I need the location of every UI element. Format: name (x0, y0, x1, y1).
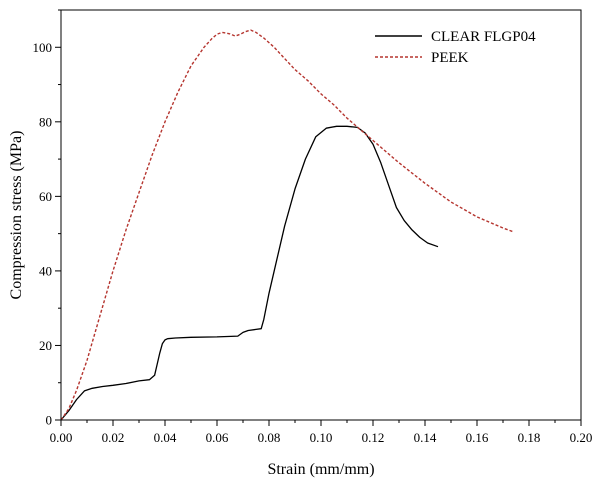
y-tick-label: 0 (46, 413, 53, 428)
x-tick-label: 0.10 (310, 430, 333, 445)
series-line-peek (60, 29, 514, 421)
legend: CLEAR FLGP04 PEEK (375, 29, 536, 66)
x-tick-label: 0.20 (570, 430, 593, 445)
ticks-layer: 0.00 0.02 0.04 0.06 0.08 0.10 0.12 0.14 0.16 0.18… (33, 9, 593, 445)
series-layer (60, 29, 514, 421)
x-tick-label: 0.06 (206, 430, 229, 445)
y-axis-title: Compression stress (MPa) (8, 131, 25, 300)
series-line-clear-flgp04 (60, 125, 439, 421)
y-tick-label: 40 (39, 263, 52, 278)
y-tick-label: 20 (39, 338, 52, 353)
y-tick-label: 80 (39, 114, 52, 129)
y-tick-label: 60 (39, 189, 52, 204)
x-tick-label: 0.16 (466, 430, 489, 445)
y-tick-label: 100 (33, 40, 53, 55)
x-tick-label: 0.18 (518, 430, 541, 445)
plot-frame (60, 9, 582, 421)
x-tick-label: 0.12 (362, 430, 385, 445)
x-tick-label: 0.08 (258, 430, 281, 445)
legend-label-peek: PEEK (431, 50, 469, 66)
x-tick-label: 0.14 (414, 430, 437, 445)
x-tick-label: 0.02 (102, 430, 125, 445)
x-tick-label: 0.00 (50, 430, 73, 445)
legend-label-clear-flgp04: CLEAR FLGP04 (431, 29, 536, 45)
x-tick-label: 0.04 (154, 430, 177, 445)
x-axis-title: Strain (mm/mm) (267, 461, 374, 478)
